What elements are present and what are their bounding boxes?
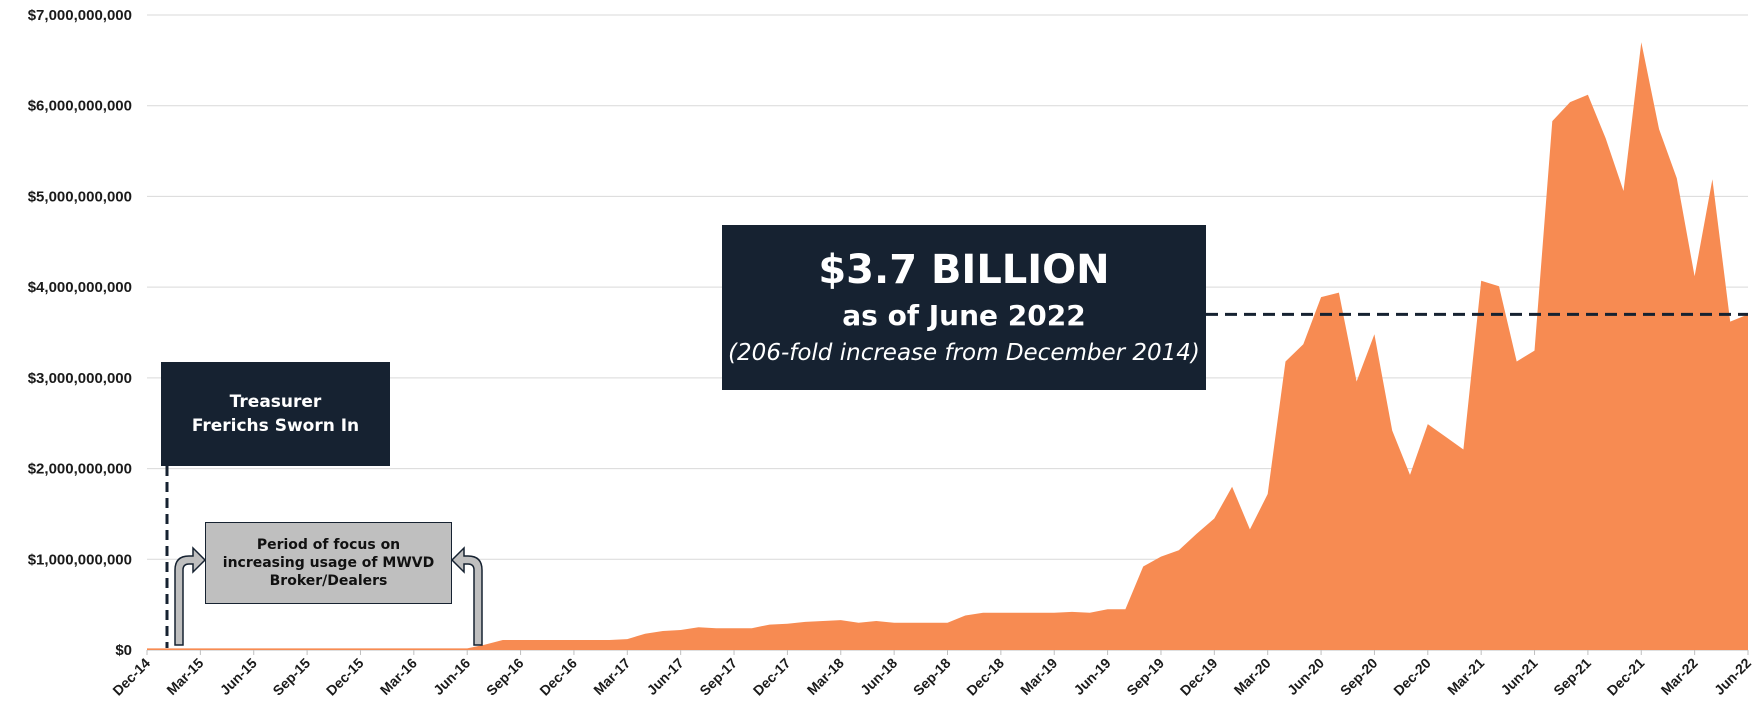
area-series	[147, 42, 1748, 650]
x-tick-label: Dec-17	[750, 655, 794, 699]
y-tick-label: $5,000,000,000	[28, 188, 132, 205]
x-tick-label: Sep-19	[1123, 655, 1167, 699]
x-tick-label: Mar-19	[1017, 655, 1060, 698]
sworn-in-callout: Treasurer Frerichs Sworn In	[161, 362, 390, 466]
x-tick-label: Mar-18	[804, 655, 847, 698]
y-tick-label: $0	[115, 642, 132, 659]
area-fill	[147, 42, 1748, 650]
headline-value: $3.7 BILLION	[818, 247, 1110, 293]
headline-note: (206-fold increase from December 2014)	[728, 340, 1200, 366]
right-bent-arrow	[450, 546, 483, 646]
y-tick-label: $6,000,000,000	[28, 98, 132, 115]
headline-callout: $3.7 BILLION as of June 2022 (206-fold i…	[722, 225, 1206, 390]
x-tick-label: Jun-20	[1284, 655, 1327, 698]
y-tick-label: $7,000,000,000	[28, 7, 132, 24]
x-tick-label: Jun-18	[857, 655, 900, 698]
x-tick-label: Mar-21	[1444, 655, 1487, 698]
headline-date: as of June 2022	[842, 299, 1086, 332]
focus-period-callout: Period of focus on increasing usage of M…	[205, 522, 452, 604]
x-tick-label: Dec-16	[536, 655, 580, 699]
x-tick-label: Jun-15	[217, 655, 260, 698]
x-tick-label: Mar-20	[1231, 655, 1274, 698]
x-tick-label: Sep-21	[1550, 655, 1594, 699]
x-tick-label: Dec-18	[963, 655, 1007, 699]
x-tick-label: Sep-17	[696, 655, 740, 699]
x-tick-label: Jun-21	[1497, 655, 1540, 698]
y-tick-label: $3,000,000,000	[28, 370, 132, 387]
sworn-in-label: Treasurer Frerichs Sworn In	[191, 392, 360, 436]
x-tick-label: Sep-20	[1337, 655, 1381, 699]
x-tick-label: Dec-21	[1604, 655, 1648, 699]
x-tick-label: Dec-20	[1390, 655, 1434, 699]
x-tick-label: Jun-22	[1711, 655, 1754, 698]
left-bent-arrow	[174, 546, 207, 646]
x-tick-label: Jun-19	[1070, 655, 1113, 698]
x-tick-label: Dec-14	[109, 655, 153, 699]
x-tick-label: Dec-15	[323, 655, 367, 699]
x-tick-label: Mar-17	[590, 655, 633, 698]
x-tick-label: Dec-19	[1177, 655, 1221, 699]
x-axis-ticks: Dec-14 Mar-15 Jun-15 Sep-15 Dec-15 Mar-16 Jun-…	[109, 650, 1754, 699]
annotation-markers	[165, 466, 483, 648]
y-tick-label: $2,000,000,000	[28, 461, 132, 478]
focus-period-label: Period of focus on increasing usage of M…	[222, 537, 435, 589]
x-tick-label: Sep-16	[483, 655, 527, 699]
x-tick-label: Jun-17	[644, 655, 687, 698]
x-tick-label: Sep-18	[910, 655, 954, 699]
x-tick-label: Mar-16	[377, 655, 420, 698]
x-tick-label: Mar-22	[1658, 655, 1701, 698]
x-tick-label: Jun-16	[430, 655, 473, 698]
y-axis-ticks: $0 $1,000,000,000 $2,000,000,000 $3,000,000…	[28, 7, 132, 659]
y-tick-label: $4,000,000,000	[28, 279, 132, 296]
x-tick-label: Sep-15	[269, 655, 313, 699]
y-tick-label: $1,000,000,000	[28, 551, 132, 568]
x-tick-label: Mar-15	[163, 655, 206, 698]
